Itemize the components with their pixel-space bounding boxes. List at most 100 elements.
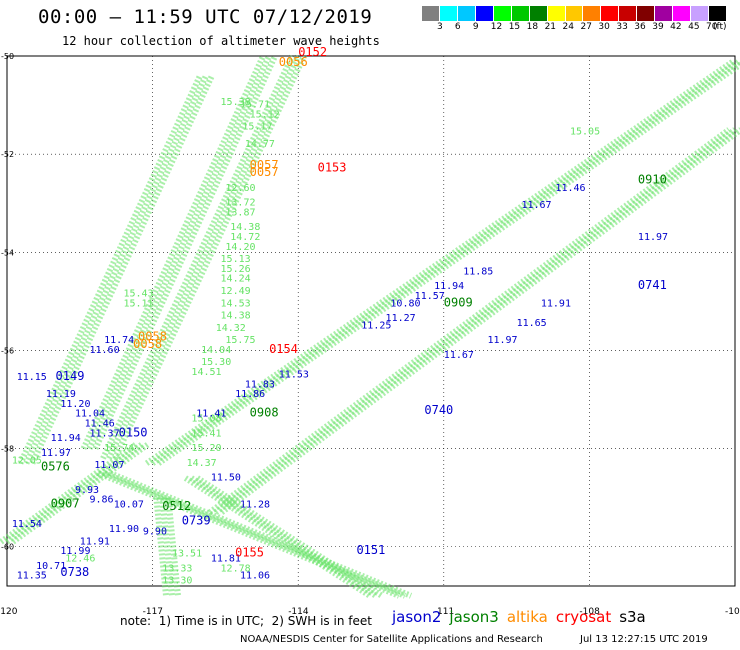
wave-height-label: 11.86 xyxy=(235,389,265,400)
wave-height-label: 9.90 xyxy=(143,526,167,537)
pass-time-label: 0149 xyxy=(56,369,85,383)
color-swatch xyxy=(565,6,584,21)
wave-height-label: 14.38 xyxy=(230,222,260,233)
pass-time-label: 0512 xyxy=(162,499,191,513)
pass-time-label: 0057 xyxy=(250,158,279,172)
ground-track xyxy=(189,475,378,599)
ground-track xyxy=(29,74,215,465)
wave-height-label: 9.93 xyxy=(75,485,99,496)
ground-track xyxy=(213,127,737,515)
wave-height-label: 13.33 xyxy=(162,563,192,574)
lon-axis-label: -108 xyxy=(579,607,600,617)
wave-height-label: 11.06 xyxy=(240,571,270,582)
wave-height-label: 11.81 xyxy=(211,553,241,564)
wave-height-label: 15.13 xyxy=(221,254,251,265)
wave-height-label: 11.74 xyxy=(104,335,134,346)
color-swatch xyxy=(601,6,620,21)
lon-axis-label: -10 xyxy=(725,607,740,617)
ground-track xyxy=(159,497,175,597)
wave-height-label: 11.90 xyxy=(109,524,139,535)
legend-jason3: jason3 xyxy=(449,608,499,626)
page-subtitle: 12 hour collection of altimeter wave hei… xyxy=(62,34,380,48)
page-title: 00:00 – 11:59 UTC 07/12/2019 xyxy=(38,6,373,28)
color-scale-label: 15 xyxy=(508,22,521,32)
wave-height-label: 11.15 xyxy=(17,372,47,383)
wave-height-label: 11.94 xyxy=(434,281,464,292)
wave-height-label: 11.50 xyxy=(211,472,241,483)
lat-axis-label: -56 xyxy=(1,346,14,355)
wave-height-label: 15.43 xyxy=(123,288,153,299)
satellite-legend: jason2 jason3 altika cryosat s3a xyxy=(392,608,654,626)
wave-height-label: 11.99 xyxy=(60,546,90,557)
legend-cryosat: cryosat xyxy=(555,608,612,626)
wave-height-label: 10.80 xyxy=(390,298,420,309)
wave-height-label: 11.28 xyxy=(240,499,270,510)
pass-time-label: 0056 xyxy=(279,55,308,69)
wave-height-label: 9.86 xyxy=(90,495,114,506)
pass-time-label: 0155 xyxy=(235,546,264,560)
wave-height-label: 11.37 xyxy=(90,428,120,439)
wave-height-label: 14.20 xyxy=(225,242,255,253)
color-scale-label: 39 xyxy=(652,22,664,32)
color-scale-label: 33 xyxy=(616,22,628,32)
wave-height-label: 15.17 xyxy=(242,122,272,133)
color-scale-label: 21 xyxy=(544,22,557,32)
lat-axis-label: -52 xyxy=(1,150,14,159)
wave-height-label: 14.53 xyxy=(221,298,251,309)
lon-axis-label: -120 xyxy=(0,607,18,617)
lat-axis-label: -50 xyxy=(1,52,14,61)
wave-height-label: 15.74 xyxy=(104,443,134,454)
wave-height-label: 11.97 xyxy=(487,335,517,346)
wave-height-label: 15.11 xyxy=(123,298,153,309)
pass-time-label: 0576 xyxy=(41,460,70,474)
color-scale-bar xyxy=(422,6,727,21)
legend-s3a: s3a xyxy=(619,608,646,626)
wave-height-label: 14.32 xyxy=(216,323,246,334)
color-scale-label: 9 xyxy=(472,22,479,32)
pass-time-label: 0909 xyxy=(444,295,473,309)
wave-height-label: 14.77 xyxy=(245,139,275,150)
ground-track xyxy=(150,58,740,466)
ground-track xyxy=(156,61,740,466)
wave-height-label: 11.54 xyxy=(12,519,42,530)
wave-height-label: 15.05 xyxy=(570,127,600,138)
wave-height-label: 11.60 xyxy=(90,345,120,356)
lon-axis-label: -117 xyxy=(143,607,163,617)
pass-time-label: 0151 xyxy=(356,543,385,557)
color-swatch xyxy=(529,6,548,21)
pass-time-label: 0150 xyxy=(119,425,148,439)
wave-height-label: 10.07 xyxy=(114,499,144,510)
wave-height-label: 11.04 xyxy=(75,409,105,420)
color-swatch xyxy=(709,6,727,21)
wave-height-label: 11.67 xyxy=(521,200,551,211)
wave-height-label: 11.85 xyxy=(463,266,493,277)
wave-height-label: 15.38 xyxy=(221,97,251,108)
pass-time-label: 0154 xyxy=(269,342,298,356)
color-scale-label: 30 xyxy=(598,22,610,32)
color-scale-label: 36 xyxy=(634,22,646,32)
color-swatch xyxy=(547,6,566,21)
wave-height-label: 15.71 xyxy=(240,100,270,111)
color-scale-label: 42 xyxy=(670,22,682,32)
wave-height-label: 15.75 xyxy=(225,335,255,346)
pass-time-label: 0907 xyxy=(51,496,80,510)
pass-time-label: 0741 xyxy=(638,278,667,292)
color-scale-label: 6 xyxy=(454,22,461,32)
ground-track xyxy=(17,74,203,465)
wave-height-label: 15.41 xyxy=(191,428,221,439)
ground-track xyxy=(153,497,169,597)
wave-height-label: 15.30 xyxy=(201,357,231,368)
color-scale-label: 3 xyxy=(436,22,443,32)
wave-height-label: 11.19 xyxy=(46,389,76,400)
wave-height-label: 13.87 xyxy=(225,207,255,218)
pass-time-label: 0057 xyxy=(250,165,279,179)
wave-height-label: 11.97 xyxy=(41,448,71,459)
wave-height-label: 11.25 xyxy=(361,320,391,331)
color-scale-label: 18 xyxy=(526,22,539,32)
wave-height-label: 12.46 xyxy=(65,553,95,564)
color-swatch xyxy=(637,6,656,21)
pass-time-label: 0152 xyxy=(298,45,327,59)
color-swatch xyxy=(583,6,602,21)
credit-text: NOAA/NESDIS Center for Satellite Applica… xyxy=(240,634,543,645)
